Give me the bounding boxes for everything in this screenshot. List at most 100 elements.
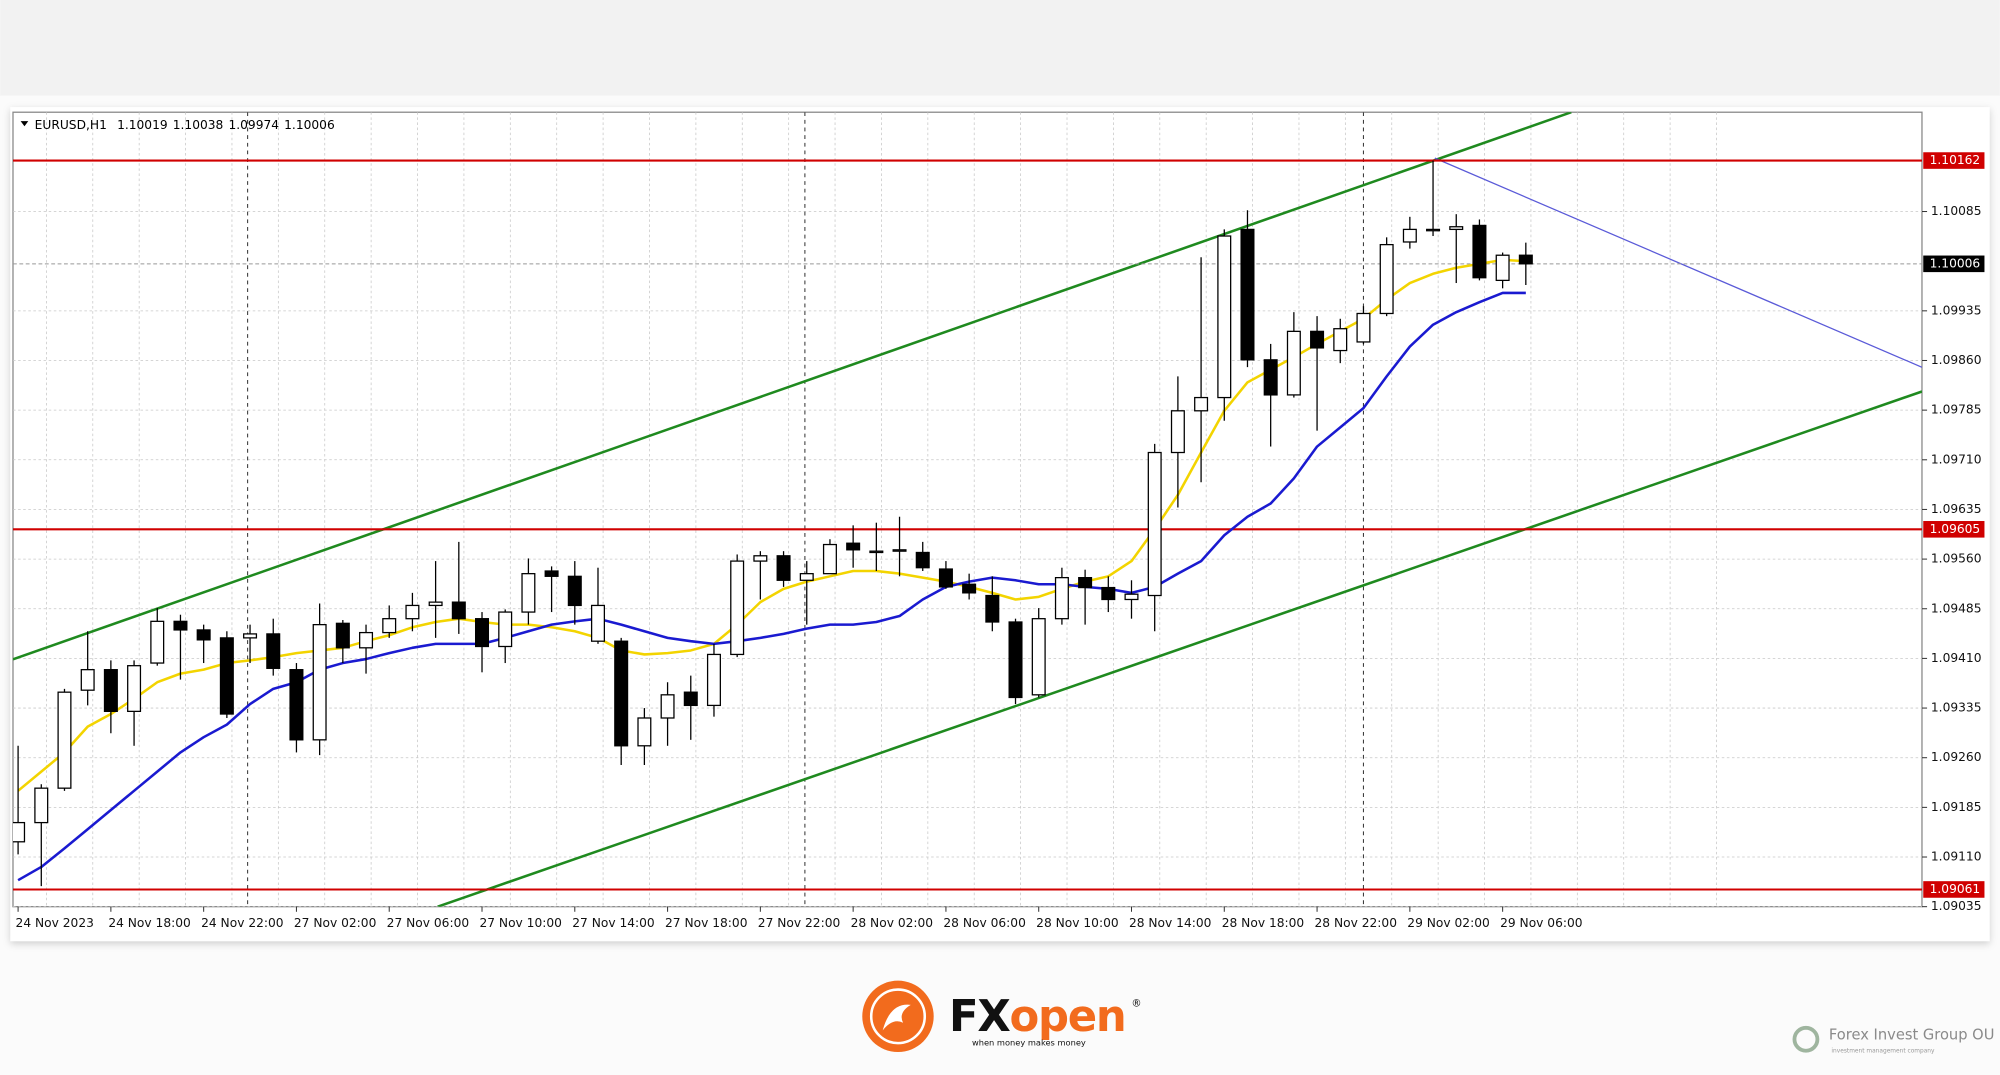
candle-body	[776, 555, 791, 581]
y-tick-label: 1.09410	[1931, 651, 1982, 665]
symbol: EURUSD,H1	[35, 117, 107, 131]
channel-lower	[437, 390, 1922, 907]
candle-body	[498, 611, 513, 648]
candle-body	[382, 618, 397, 634]
y-tick-label: 1.09485	[1931, 601, 1982, 615]
candle-body	[335, 622, 350, 649]
candle-body	[1426, 228, 1441, 232]
candle-body	[34, 787, 49, 824]
x-tick-label: 27 Nov 10:00	[479, 916, 561, 930]
candle-body	[1402, 228, 1417, 243]
candle-body	[1124, 593, 1139, 601]
level-label: 1.09061	[1930, 882, 1981, 896]
grid	[12, 112, 1922, 908]
candle-body	[289, 669, 304, 741]
candle-body	[822, 543, 837, 575]
x-tick-label: 28 Nov 06:00	[943, 916, 1025, 930]
candle-body	[1518, 254, 1533, 265]
x-tick-label: 24 Nov 18:00	[108, 916, 190, 930]
candle-body	[12, 821, 26, 843]
y-tick-label: 1.09935	[1931, 303, 1982, 317]
candle-body	[103, 669, 118, 713]
candle-body	[1356, 312, 1371, 343]
logo-ring	[869, 988, 927, 1045]
candle-body	[660, 694, 675, 719]
logo-tagline: when money makes money	[972, 1038, 1086, 1048]
chart-header: EURUSD,H1 1.10019 1.10038 1.09974 1.10006	[35, 117, 335, 131]
candle-body	[1495, 254, 1510, 282]
y-tick-label: 1.09635	[1931, 502, 1982, 516]
candle-body	[614, 640, 629, 747]
candle-body	[1379, 243, 1394, 315]
candle-body	[1217, 235, 1232, 399]
candle-body	[1101, 586, 1116, 601]
level-label: 1.09605	[1930, 522, 1981, 536]
plot	[12, 112, 1922, 907]
candle-body	[637, 717, 652, 747]
candle-body	[521, 573, 536, 613]
candle-body	[173, 620, 188, 631]
x-tick-label: 24 Nov 22:00	[201, 916, 283, 930]
candle-body	[1286, 330, 1301, 396]
candle-body	[1147, 451, 1162, 597]
y-tick-label: 1.09560	[1931, 552, 1982, 566]
y-tick-label: 1.10085	[1931, 204, 1982, 218]
candle-body	[915, 551, 930, 569]
trend-line	[1434, 157, 1922, 368]
candle-body	[892, 549, 907, 552]
candle-body	[938, 568, 953, 588]
x-tick-label: 27 Nov 02:00	[294, 916, 376, 930]
x-tick-label: 27 Nov 18:00	[665, 916, 747, 930]
candle-body	[1031, 618, 1046, 696]
y-tick-label: 1.09110	[1931, 850, 1982, 864]
price-label-box	[1923, 255, 1985, 273]
header-open: 1.10019	[117, 117, 168, 131]
candle-body	[1170, 410, 1185, 454]
candle-body	[243, 633, 258, 639]
y-tick-label: 1.09710	[1931, 452, 1982, 466]
logo-registered: ®	[1131, 999, 1141, 1010]
partner-tagline: investment management company	[1831, 1048, 1935, 1054]
y-tick-label: 1.09260	[1931, 750, 1982, 764]
y-tick-label: 1.09335	[1931, 701, 1982, 715]
header-high: 1.10038	[173, 117, 224, 131]
candle-body	[474, 618, 490, 648]
fxopen-logo: FXopen ® when money makes money	[862, 980, 1142, 1053]
x-tick-label: 27 Nov 06:00	[387, 916, 469, 930]
candle-body	[985, 594, 1000, 623]
y-tick-label: 1.09185	[1931, 800, 1982, 814]
candle-body	[799, 573, 814, 581]
y-tick-label: 1.09860	[1931, 353, 1982, 367]
x-tick-label: 24 Nov 2023	[16, 916, 94, 930]
candle-body	[312, 624, 327, 741]
logo-fx-text: FX	[949, 991, 1010, 1041]
x-tick-label: 29 Nov 02:00	[1407, 916, 1489, 930]
candle-body	[405, 604, 420, 620]
candle-body	[683, 691, 698, 707]
price-label: 1.10006	[1930, 256, 1981, 270]
candle-body	[1008, 621, 1023, 699]
x-tick-label: 28 Nov 02:00	[851, 916, 933, 930]
candle-body	[266, 633, 281, 669]
candle-body	[1333, 328, 1348, 352]
x-tick-label: 29 Nov 06:00	[1500, 916, 1582, 930]
partner-icon	[1792, 1025, 1820, 1053]
top-band	[0, 0, 2000, 96]
candle-body	[1310, 330, 1325, 349]
moving-average	[17, 291, 1526, 882]
candle-body	[1449, 226, 1464, 231]
y-tick-label: 1.09785	[1931, 403, 1982, 417]
candle-body	[1240, 228, 1255, 361]
candle-body	[1078, 576, 1093, 589]
menu-arrow	[20, 121, 29, 127]
candle-body	[706, 653, 721, 707]
x-tick-label: 27 Nov 14:00	[572, 916, 654, 930]
channel-upper	[12, 112, 1572, 661]
logo-emblem	[882, 1004, 911, 1031]
candle-body	[57, 691, 72, 789]
x-tick-label: 28 Nov 18:00	[1222, 916, 1304, 930]
candle-body	[1054, 576, 1069, 620]
header-low: 1.09974	[228, 117, 279, 131]
y-tick-label: 1.09035	[1931, 899, 1982, 913]
